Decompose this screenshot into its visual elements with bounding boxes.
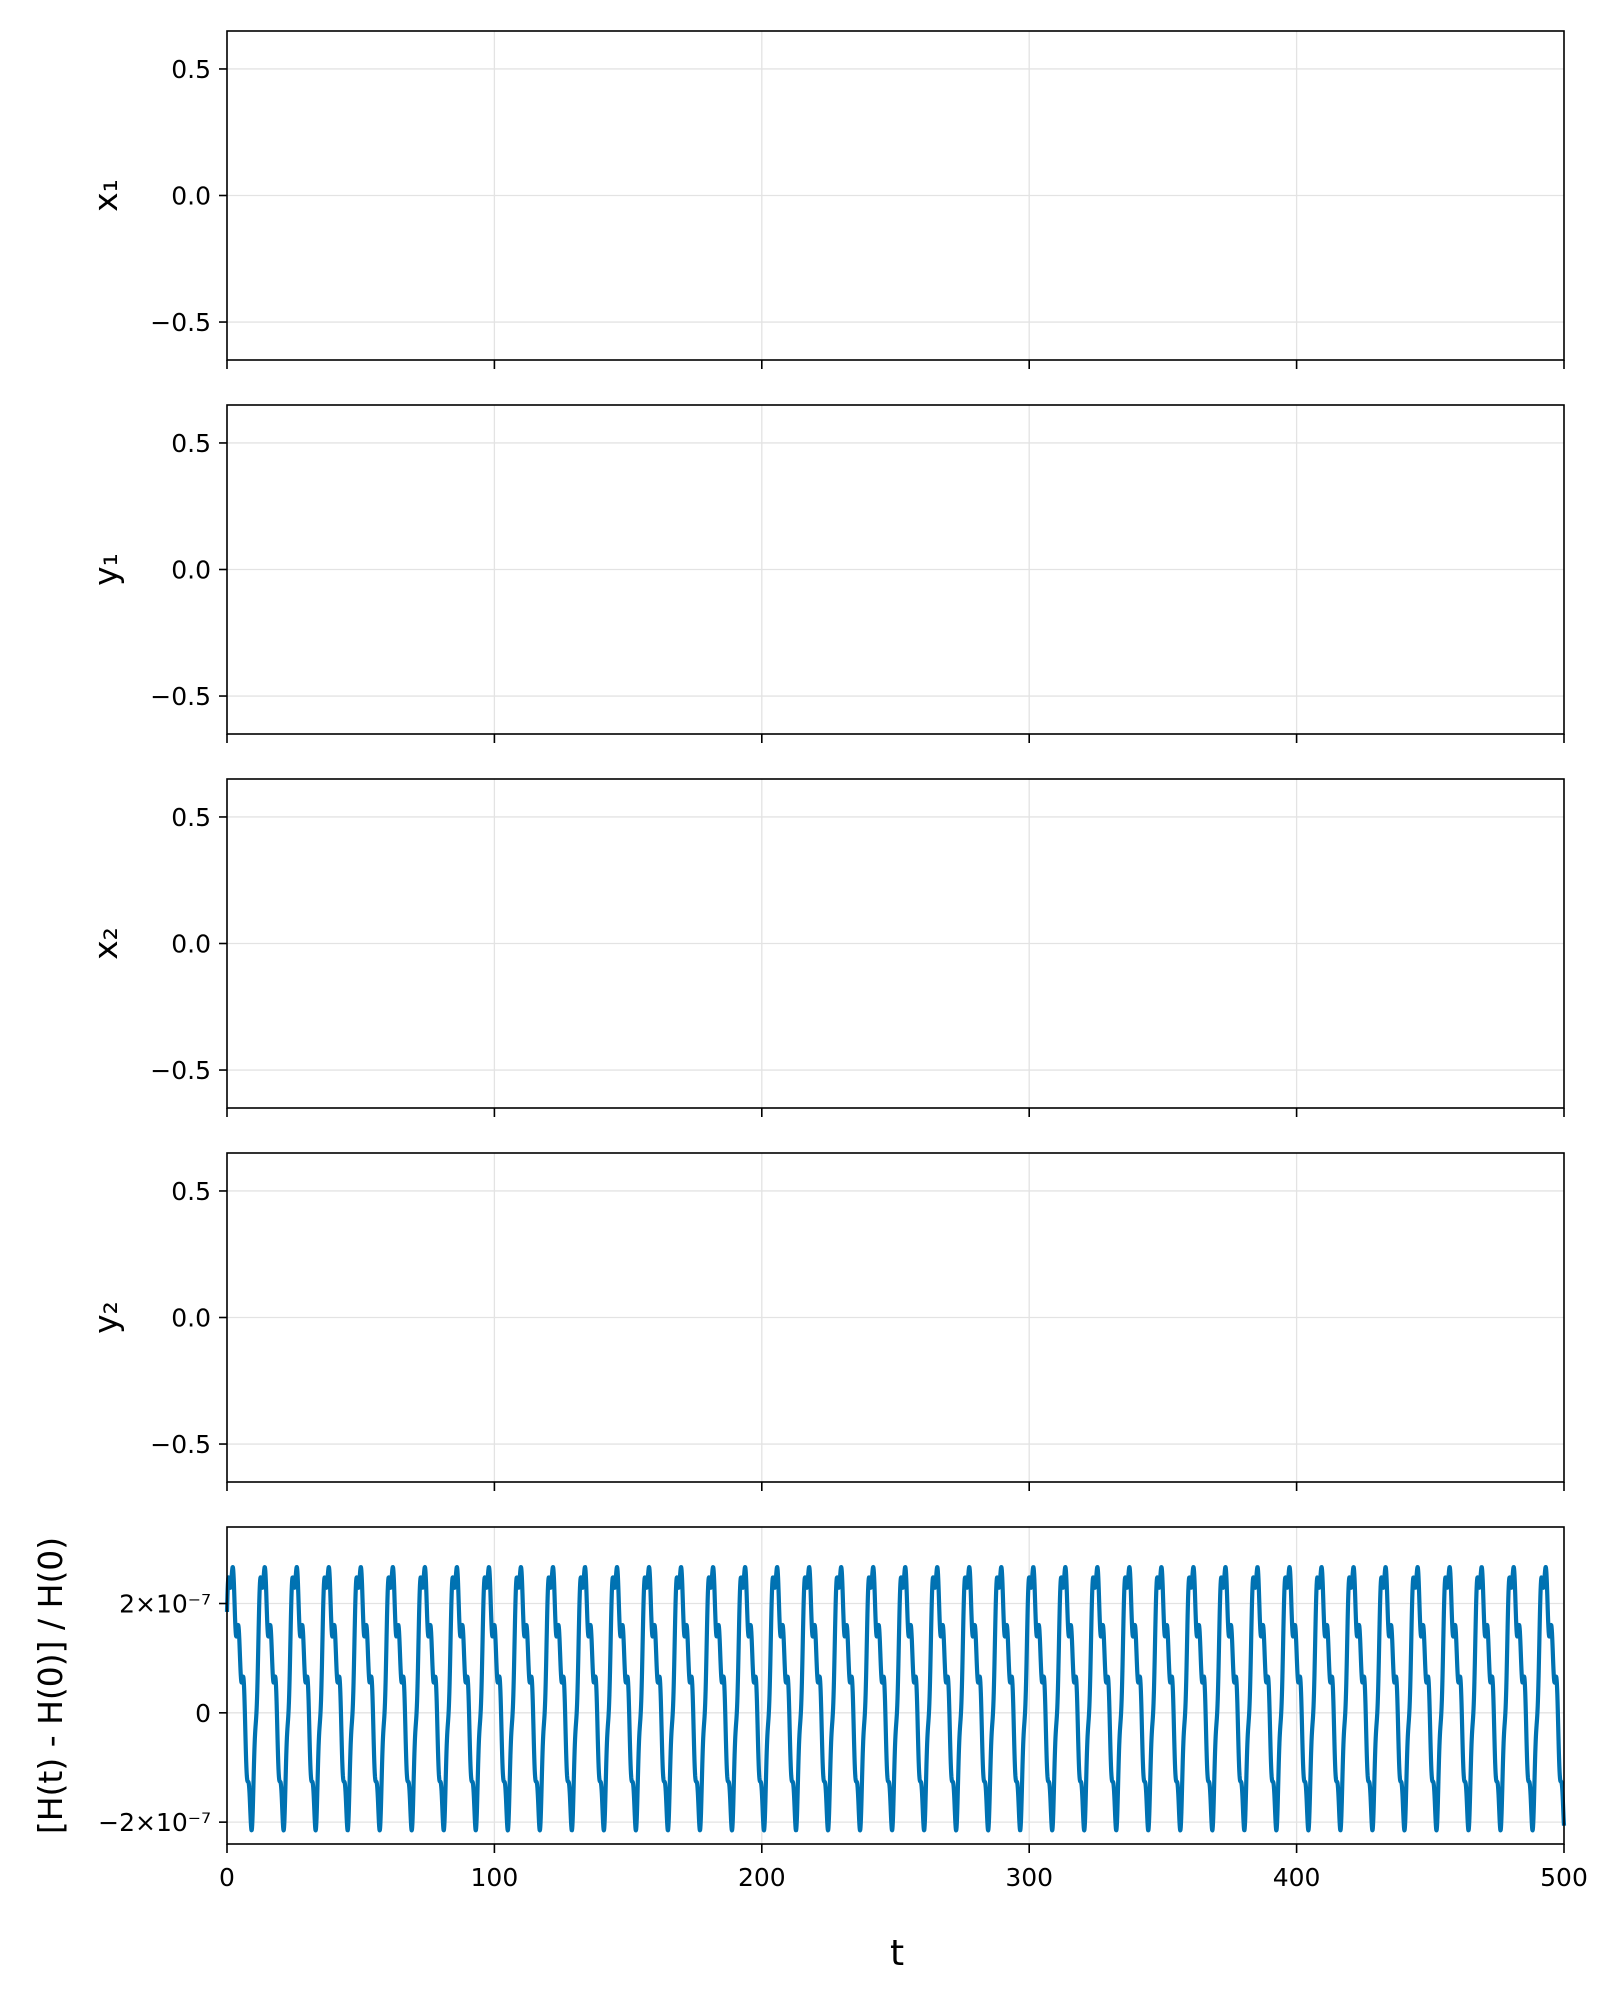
panel-3: −0.5 0.0 0.5 x₂: [86, 779, 1565, 1117]
panel-2: −0.5 0.0 0.5 y₁: [86, 405, 1565, 743]
y-tick-label: −2×10⁻⁷: [98, 1808, 211, 1837]
x-tick-label: 0: [219, 1863, 235, 1892]
y-tick-label: −0.5: [150, 1430, 211, 1459]
plot-frame: [226, 1526, 1565, 1845]
panel-5: −2×10⁻⁷ 0 2×10⁻⁷ 0 100 200 300 400 500 [H(t) - H(…: [31, 1526, 1588, 1892]
x-axis-label: t: [890, 1933, 904, 1974]
y-axis-label: y₂: [86, 1301, 125, 1334]
y-tick-label: 0.5: [171, 429, 211, 458]
x-tick-label: 300: [1005, 1863, 1053, 1892]
x-tick-label: 500: [1540, 1863, 1588, 1892]
y-axis-label: y₁: [86, 553, 125, 586]
y-tick-label: 0.5: [171, 55, 211, 84]
y-tick-label: 0.0: [171, 182, 211, 211]
y-tick-label: 2×10⁻⁷: [119, 1590, 211, 1619]
y-axis-label: x₁: [86, 179, 125, 212]
series-line-panel-5: [224, 1564, 1567, 1833]
y-tick-label: 0.0: [171, 556, 211, 585]
y-tick-label: 0.0: [171, 1304, 211, 1333]
y-tick-label: 0.0: [171, 930, 211, 959]
x-tick-label: 200: [738, 1863, 786, 1892]
x-tick-label: 400: [1273, 1863, 1321, 1892]
y-tick-label: −0.5: [150, 682, 211, 711]
y-axis-label: [H(t) - H(0)] / H(0): [31, 1537, 70, 1834]
y-tick-label: 0.5: [171, 1177, 211, 1206]
y-tick-label: −0.5: [150, 1056, 211, 1085]
y-tick-label: −0.5: [150, 308, 211, 337]
y-axis-label: x₂: [86, 927, 125, 960]
y-tick-label: 0: [195, 1699, 211, 1728]
x-tick-label: 100: [471, 1863, 519, 1892]
panel-1: −0.5 0.0 0.5 x₁: [86, 31, 1565, 369]
panel-4: −0.5 0.0 0.5 y₂: [86, 1153, 1565, 1491]
y-tick-label: 0.5: [171, 803, 211, 832]
